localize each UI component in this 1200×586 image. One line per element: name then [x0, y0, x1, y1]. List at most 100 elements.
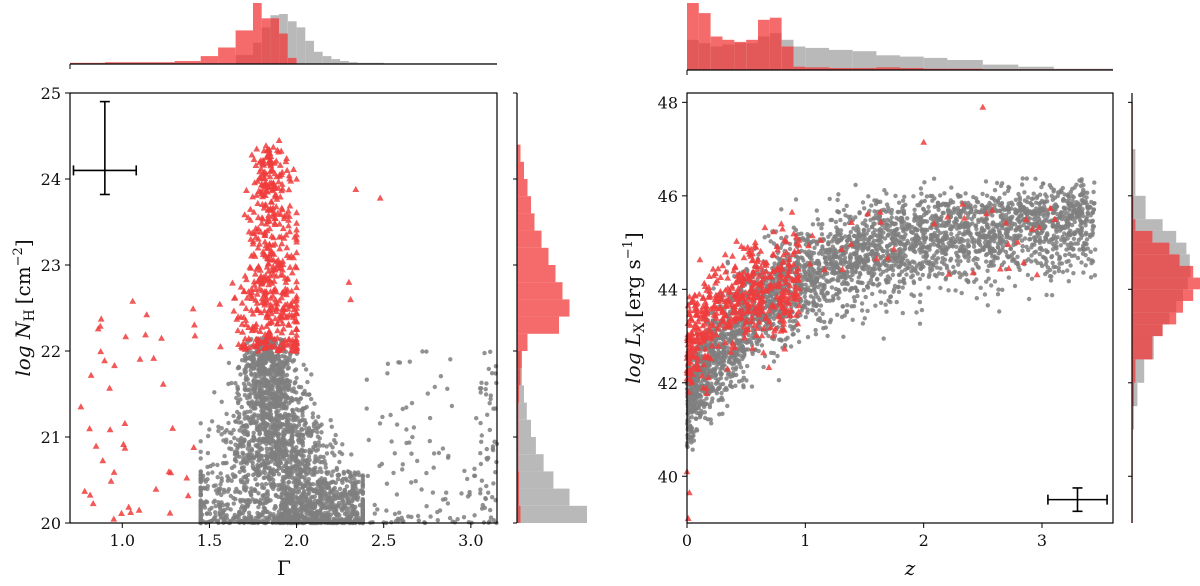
- data-point-obscured: [242, 272, 249, 278]
- data-point-unobscured: [400, 467, 404, 471]
- hist-bar-obscured: [517, 265, 556, 282]
- data-point-obscured: [150, 355, 157, 361]
- data-point-unobscured: [336, 473, 340, 477]
- data-point-unobscured: [298, 467, 302, 471]
- data-point-unobscured: [281, 498, 285, 502]
- data-point-unobscured: [404, 427, 408, 431]
- data-point-unobscured: [303, 449, 307, 453]
- data-point-obscured: [216, 301, 223, 307]
- data-point-unobscured: [298, 502, 302, 506]
- data-point-unobscured: [845, 303, 849, 307]
- data-point-unobscured: [927, 248, 931, 252]
- data-point-unobscured: [980, 192, 984, 196]
- data-point-unobscured: [996, 292, 1000, 296]
- data-point-unobscured: [879, 272, 883, 276]
- data-point-unobscured: [811, 222, 815, 226]
- data-point-unobscured: [219, 471, 223, 475]
- data-point-unobscured: [304, 367, 308, 371]
- data-point-unobscured: [393, 512, 397, 516]
- data-point-unobscured: [842, 208, 846, 212]
- data-point-unobscured: [897, 290, 901, 294]
- data-point-unobscured: [963, 210, 967, 214]
- data-point-unobscured: [199, 517, 203, 521]
- data-point-unobscured: [412, 425, 416, 429]
- data-point-unobscured: [302, 363, 306, 367]
- data-point-unobscured: [255, 372, 259, 376]
- data-point-unobscured: [1052, 270, 1056, 274]
- data-point-unobscured: [999, 184, 1003, 188]
- data-point-unobscured: [420, 349, 424, 353]
- hist-bar-unobscured: [323, 56, 332, 64]
- data-point-unobscured: [346, 518, 350, 522]
- data-point-unobscured: [240, 405, 244, 409]
- data-point-unobscured: [926, 286, 930, 290]
- data-point-unobscured: [389, 439, 393, 443]
- data-point-unobscured: [439, 374, 443, 378]
- data-point-unobscured: [285, 458, 289, 462]
- data-point-unobscured: [1067, 279, 1071, 283]
- hist-bar-obscured: [262, 18, 271, 64]
- data-point-unobscured: [380, 415, 384, 419]
- data-point-unobscured: [316, 447, 320, 451]
- hist-bar-obscured: [279, 34, 288, 65]
- data-point-unobscured: [246, 455, 250, 459]
- data-point-unobscured: [206, 451, 210, 455]
- data-point-unobscured: [257, 438, 261, 442]
- data-point-unobscured: [324, 444, 328, 448]
- data-point-unobscured: [271, 450, 275, 454]
- data-point-unobscured: [291, 359, 295, 363]
- data-point-unobscured: [290, 389, 294, 393]
- scatter-points-obscured: [78, 137, 384, 522]
- data-point-unobscured: [333, 493, 337, 497]
- data-point-obscured: [185, 492, 192, 498]
- data-point-unobscured: [282, 484, 286, 488]
- data-point-unobscured: [1062, 206, 1066, 210]
- x-tick-label: 3.0: [458, 531, 483, 550]
- data-point-unobscured: [323, 462, 327, 466]
- hist-bar-unobscured: [288, 21, 297, 64]
- data-point-unobscured: [990, 213, 994, 217]
- data-point-unobscured: [214, 488, 218, 492]
- data-point-unobscured: [873, 228, 877, 232]
- data-point-unobscured: [796, 328, 800, 332]
- data-point-obscured: [235, 327, 242, 333]
- data-point-unobscured: [356, 480, 360, 484]
- data-point-unobscured: [330, 425, 334, 429]
- data-point-obscured: [87, 492, 94, 498]
- data-point-obscured: [293, 220, 300, 226]
- data-point-unobscured: [216, 429, 220, 433]
- data-point-unobscured: [314, 459, 318, 463]
- data-point-unobscured: [428, 439, 432, 443]
- data-point-unobscured: [263, 439, 267, 443]
- data-point-unobscured: [275, 354, 279, 358]
- data-point-unobscured: [324, 470, 328, 474]
- data-point-unobscured: [415, 459, 419, 463]
- data-point-unobscured: [243, 393, 247, 397]
- hist-bar-obscured: [517, 351, 522, 368]
- data-point-unobscured: [304, 427, 308, 431]
- data-point-obscured: [160, 381, 167, 387]
- data-point-obscured: [167, 510, 174, 516]
- data-point-unobscured: [444, 491, 448, 495]
- data-point-unobscured: [472, 474, 476, 478]
- data-point-obscured: [122, 333, 129, 339]
- data-point-unobscured: [333, 486, 337, 490]
- data-point-unobscured: [316, 499, 320, 503]
- data-point-unobscured: [260, 485, 264, 489]
- hist-bar-obscured: [517, 213, 535, 230]
- data-point-unobscured: [345, 484, 349, 488]
- data-point-unobscured: [246, 356, 250, 360]
- data-point-unobscured: [314, 426, 318, 430]
- data-point-unobscured: [238, 372, 242, 376]
- data-point-unobscured: [462, 515, 466, 519]
- data-point-unobscured: [828, 197, 832, 201]
- data-point-unobscured: [489, 393, 493, 397]
- data-point-unobscured: [262, 520, 266, 524]
- data-point-unobscured: [432, 466, 436, 470]
- data-point-obscured: [107, 426, 114, 432]
- data-point-obscured: [81, 488, 88, 494]
- data-point-unobscured: [281, 393, 285, 397]
- data-point-unobscured: [309, 431, 313, 435]
- data-point-unobscured: [385, 371, 389, 375]
- data-point-unobscured: [315, 430, 319, 434]
